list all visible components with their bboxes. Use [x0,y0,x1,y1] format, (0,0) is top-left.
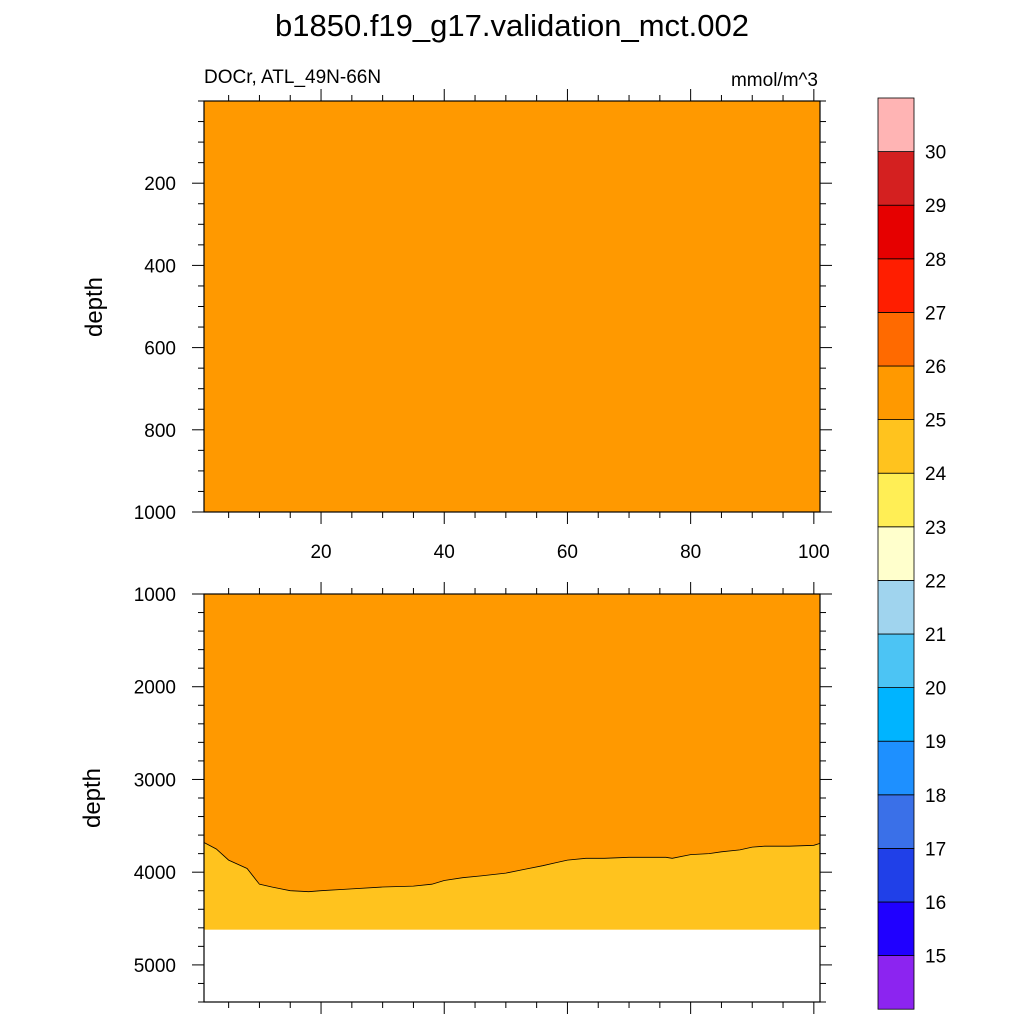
colorbar-label: 29 [925,196,946,217]
top-y-tick-label: 800 [144,421,176,442]
colorbar-swatch [877,580,915,635]
colorbar-swatch [877,955,915,1010]
bottom-y-tick-label: 4000 [134,863,176,884]
top-y-tick-label: 400 [144,256,176,277]
colorbar-swatch [877,258,915,313]
bottom-panel-axes: 1000 2000 3000 4000 5000 [134,582,832,1014]
bottom-y-tick-label: 5000 [134,956,176,977]
figure-title: b1850.f19_g17.validation_mct.002 [275,8,749,43]
top-y-tick-label: 200 [144,174,176,195]
contour-line-25 [203,842,821,893]
colorbar-swatch [877,365,915,420]
colorbar-label: 19 [925,732,946,753]
colorbar-label: 15 [925,947,946,968]
colorbar-swatch [877,204,915,260]
bottom-y-axis-label: depth [79,768,106,828]
top-y-tick-label: 600 [144,339,176,360]
colorbar-label: 17 [925,839,946,860]
top-x-tick-label: 80 [680,542,701,563]
top-contour-fill [204,101,820,512]
colorbar-swatch [877,151,915,206]
top-x-tick-label: 100 [798,542,830,563]
top-y-tick-label: 1000 [134,503,176,524]
colorbar-swatch [877,633,915,688]
colorbar-label: 16 [925,893,946,914]
top-y-axis-label: depth [81,277,108,337]
colorbar-label: 27 [925,303,946,324]
colorbar-swatch [877,97,915,152]
colorbar-swatch [877,848,915,903]
colorbar-label: 25 [925,411,946,432]
colorbar-label: 18 [925,786,946,807]
top-x-tick-label: 60 [557,542,578,563]
bottom-panel: 1000 2000 3000 4000 5000 depth [79,582,832,1014]
top-panel-axes: 200 400 600 800 1000 20 40 60 80 100 [134,89,832,563]
top-panel: 200 400 600 800 1000 20 40 60 80 100 depth [81,89,832,563]
units-label: mmol/m^3 [731,70,818,91]
colorbar-swatch [877,740,915,796]
colorbar-swatch [877,901,915,956]
colorbar-label: 21 [925,625,946,646]
colorbar-swatch [877,687,915,742]
colorbar-label: 30 [925,143,946,164]
colorbar-label: 28 [925,250,946,271]
colorbar-swatch [877,794,915,849]
colorbar-swatch [877,472,915,528]
colorbar-swatch [877,419,915,474]
colorbar: 15 16 17 18 19 20 21 22 23 24 25 26 27 28 29 30 [877,97,947,1010]
colorbar-label: 26 [925,357,946,378]
bottom-panel-fill [203,594,821,930]
top-x-tick-label: 40 [434,542,455,563]
colorbar-label: 24 [925,464,947,485]
colorbar-label: 23 [925,518,946,539]
bottom-y-tick-label: 2000 [134,678,176,699]
bottom-y-tick-label: 3000 [134,770,176,791]
top-x-tick-label: 20 [310,542,331,563]
bottom-upper-contour-fill [204,594,820,892]
top-panel-fill [204,101,820,512]
variable-region-label: DOCr, ATL_49N-66N [204,67,381,88]
colorbar-swatch [877,311,915,367]
colorbar-label: 20 [925,679,946,700]
bottom-y-tick-label: 1000 [134,585,176,606]
colorbar-swatch [877,526,915,581]
colorbar-label: 22 [925,571,946,592]
